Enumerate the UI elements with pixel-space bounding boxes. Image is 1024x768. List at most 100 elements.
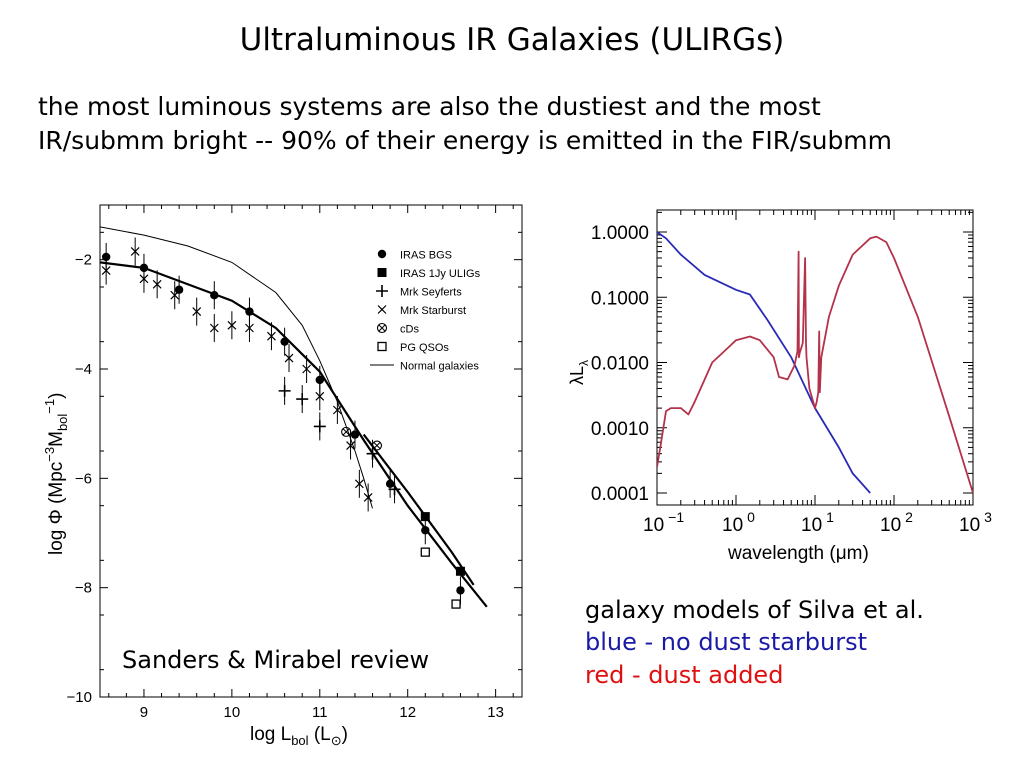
y-tick-label: −2 — [75, 252, 92, 269]
legend-label: Mrk Starburst — [400, 305, 466, 317]
point-mrk-starburst — [130, 247, 140, 256]
x-axis-label-main: log L — [250, 724, 291, 745]
legend-marker-dot — [377, 249, 387, 259]
point-mrk-starburst — [354, 479, 364, 489]
x-tick-label: 9 — [140, 704, 148, 721]
sun-symbol: ⊙ — [331, 733, 342, 748]
point-iras-1jy-uligs — [455, 566, 465, 576]
sed-series-dust-added — [657, 235, 973, 494]
legend-label: IRAS 1Jy ULIGs — [400, 268, 481, 280]
sed-x-tick-label: 10 2 — [880, 509, 913, 536]
tick-exp: 1 — [826, 509, 834, 525]
series-normal-galaxies — [100, 226, 373, 509]
sed-x-axis-label-main: wavelength ( — [727, 543, 836, 564]
point-pg-qsos — [420, 547, 430, 557]
sed-x-axis-label-unit: μm — [836, 543, 863, 564]
y-axis-label-main: log Φ (Mpc — [46, 462, 67, 555]
point-mrk-starburst — [209, 323, 219, 333]
point-mrk-starburst — [152, 279, 162, 289]
subtitle-line-1: the most luminous systems are also the d… — [38, 92, 821, 121]
point-iras-bgs — [421, 526, 430, 535]
legend: IRAS BGS IRAS 1Jy ULIGs Mrk Seyferts Mrk St… — [370, 250, 481, 373]
point-mrk-starburst — [346, 441, 355, 450]
sed-y-tick-label: 1.0000 — [591, 223, 649, 244]
slide-title: Ultraluminous IR Galaxies (ULIRGs) — [239, 22, 785, 58]
point-mrk-starburst — [139, 274, 149, 284]
y-tick-label: −4 — [75, 361, 92, 378]
left-figure-caption: Sanders & Mirabel review — [122, 646, 430, 674]
legend-marker-opensquare — [377, 341, 387, 352]
point-iras-bgs — [210, 291, 219, 300]
tick-base: 10 — [959, 515, 980, 536]
point-mrk-starburst — [245, 323, 254, 333]
point-iras-1jy-uligs — [420, 512, 430, 522]
legend-label: Normal galaxies — [400, 361, 479, 373]
point-mrk-seyferts — [278, 384, 291, 397]
point-iras-bgs — [350, 430, 360, 439]
y-axis-label-close: ) — [46, 393, 67, 399]
red-legend-caption: red - dust added — [585, 661, 784, 689]
point-mrk-starburst — [332, 405, 342, 415]
x-tick-label: 13 — [487, 704, 504, 721]
point-iras-bgs — [280, 337, 289, 346]
point-cds — [371, 440, 382, 451]
point-cds-cross — [342, 428, 350, 436]
models-caption: galaxy models of Silva et al. — [585, 596, 924, 624]
sed-y-tick-label: 0.1000 — [591, 288, 649, 309]
y-axis-label-mid: M — [46, 431, 67, 447]
point-mrk-seyferts — [296, 393, 309, 406]
point-iras-bgs — [245, 307, 254, 316]
point-pg-qsos — [451, 599, 461, 609]
sed-y-axis-label-sub: λ — [577, 360, 591, 366]
legend-label: PG QSOs — [400, 342, 449, 354]
legend-marker-otimes — [376, 322, 388, 334]
legend-marker-square — [377, 268, 387, 277]
sed-y-tick-label: 0.0010 — [591, 419, 649, 440]
point-iras-bgs — [174, 285, 184, 294]
y-tick-label: −8 — [75, 580, 92, 597]
point-mrk-starburst — [315, 391, 325, 401]
tick-base: 10 — [722, 515, 743, 536]
point-cds-cross — [373, 442, 381, 449]
sed-plot-area — [657, 231, 973, 494]
sed-x-tick-label: 10 1 — [801, 509, 834, 536]
legend-label: Mrk Seyferts — [400, 287, 462, 299]
point-mrk-starburst — [192, 307, 202, 317]
sed-y-tick-label: 0.0100 — [591, 354, 649, 375]
x-axis-label-sub: bol — [291, 733, 308, 748]
legend-label: cDs — [400, 324, 419, 336]
tick-exp: 2 — [905, 509, 913, 525]
tick-exp: −1 — [668, 509, 684, 525]
y-axis-label-sup2: −1 — [42, 399, 57, 414]
legend-label: IRAS BGS — [400, 250, 452, 262]
point-mrk-starburst — [284, 353, 294, 363]
sed-x-axis-label: wavelength (μm) — [727, 543, 869, 564]
sed-frame — [656, 209, 974, 506]
x-tick-label: 10 — [224, 704, 241, 721]
sed-x-axis-label-close: ) — [863, 543, 869, 564]
x-axis-label-unit: (L — [309, 724, 331, 745]
x-tick-label: 12 — [399, 704, 416, 721]
point-mrk-starburst — [267, 331, 276, 341]
sed-y-axis-label: λLλ — [567, 360, 591, 385]
y-axis-label-sub: bol — [55, 414, 70, 431]
point-iras-bgs — [385, 479, 395, 488]
subtitle-line-2: IR/submm bright -- 90% of their energy i… — [38, 126, 893, 155]
tick-exp: 0 — [747, 509, 755, 525]
slide-subtitle: the most luminous systems are also the d… — [38, 90, 998, 158]
point-iras-bgs — [456, 586, 465, 595]
point-mrk-starburst — [302, 364, 312, 374]
x-axis-label-close: ) — [342, 724, 348, 745]
tick-base: 10 — [643, 515, 664, 536]
sed-x-tick-label: 10 3 — [959, 509, 992, 536]
point-mrk-starburst — [101, 266, 111, 276]
point-mrk-seyferts — [313, 420, 326, 433]
y-axis-label: log Φ (Mpc−3Mbol−1) — [42, 393, 70, 555]
sed-series-no-dust-starburst — [657, 231, 871, 494]
tick-base: 10 — [801, 515, 822, 536]
y-axis-label-sup: −3 — [42, 447, 57, 462]
x-axis-label: log Lbol (L⊙) — [250, 724, 348, 748]
fit-curve-2 — [362, 433, 475, 586]
point-mrk-starburst — [363, 493, 373, 502]
